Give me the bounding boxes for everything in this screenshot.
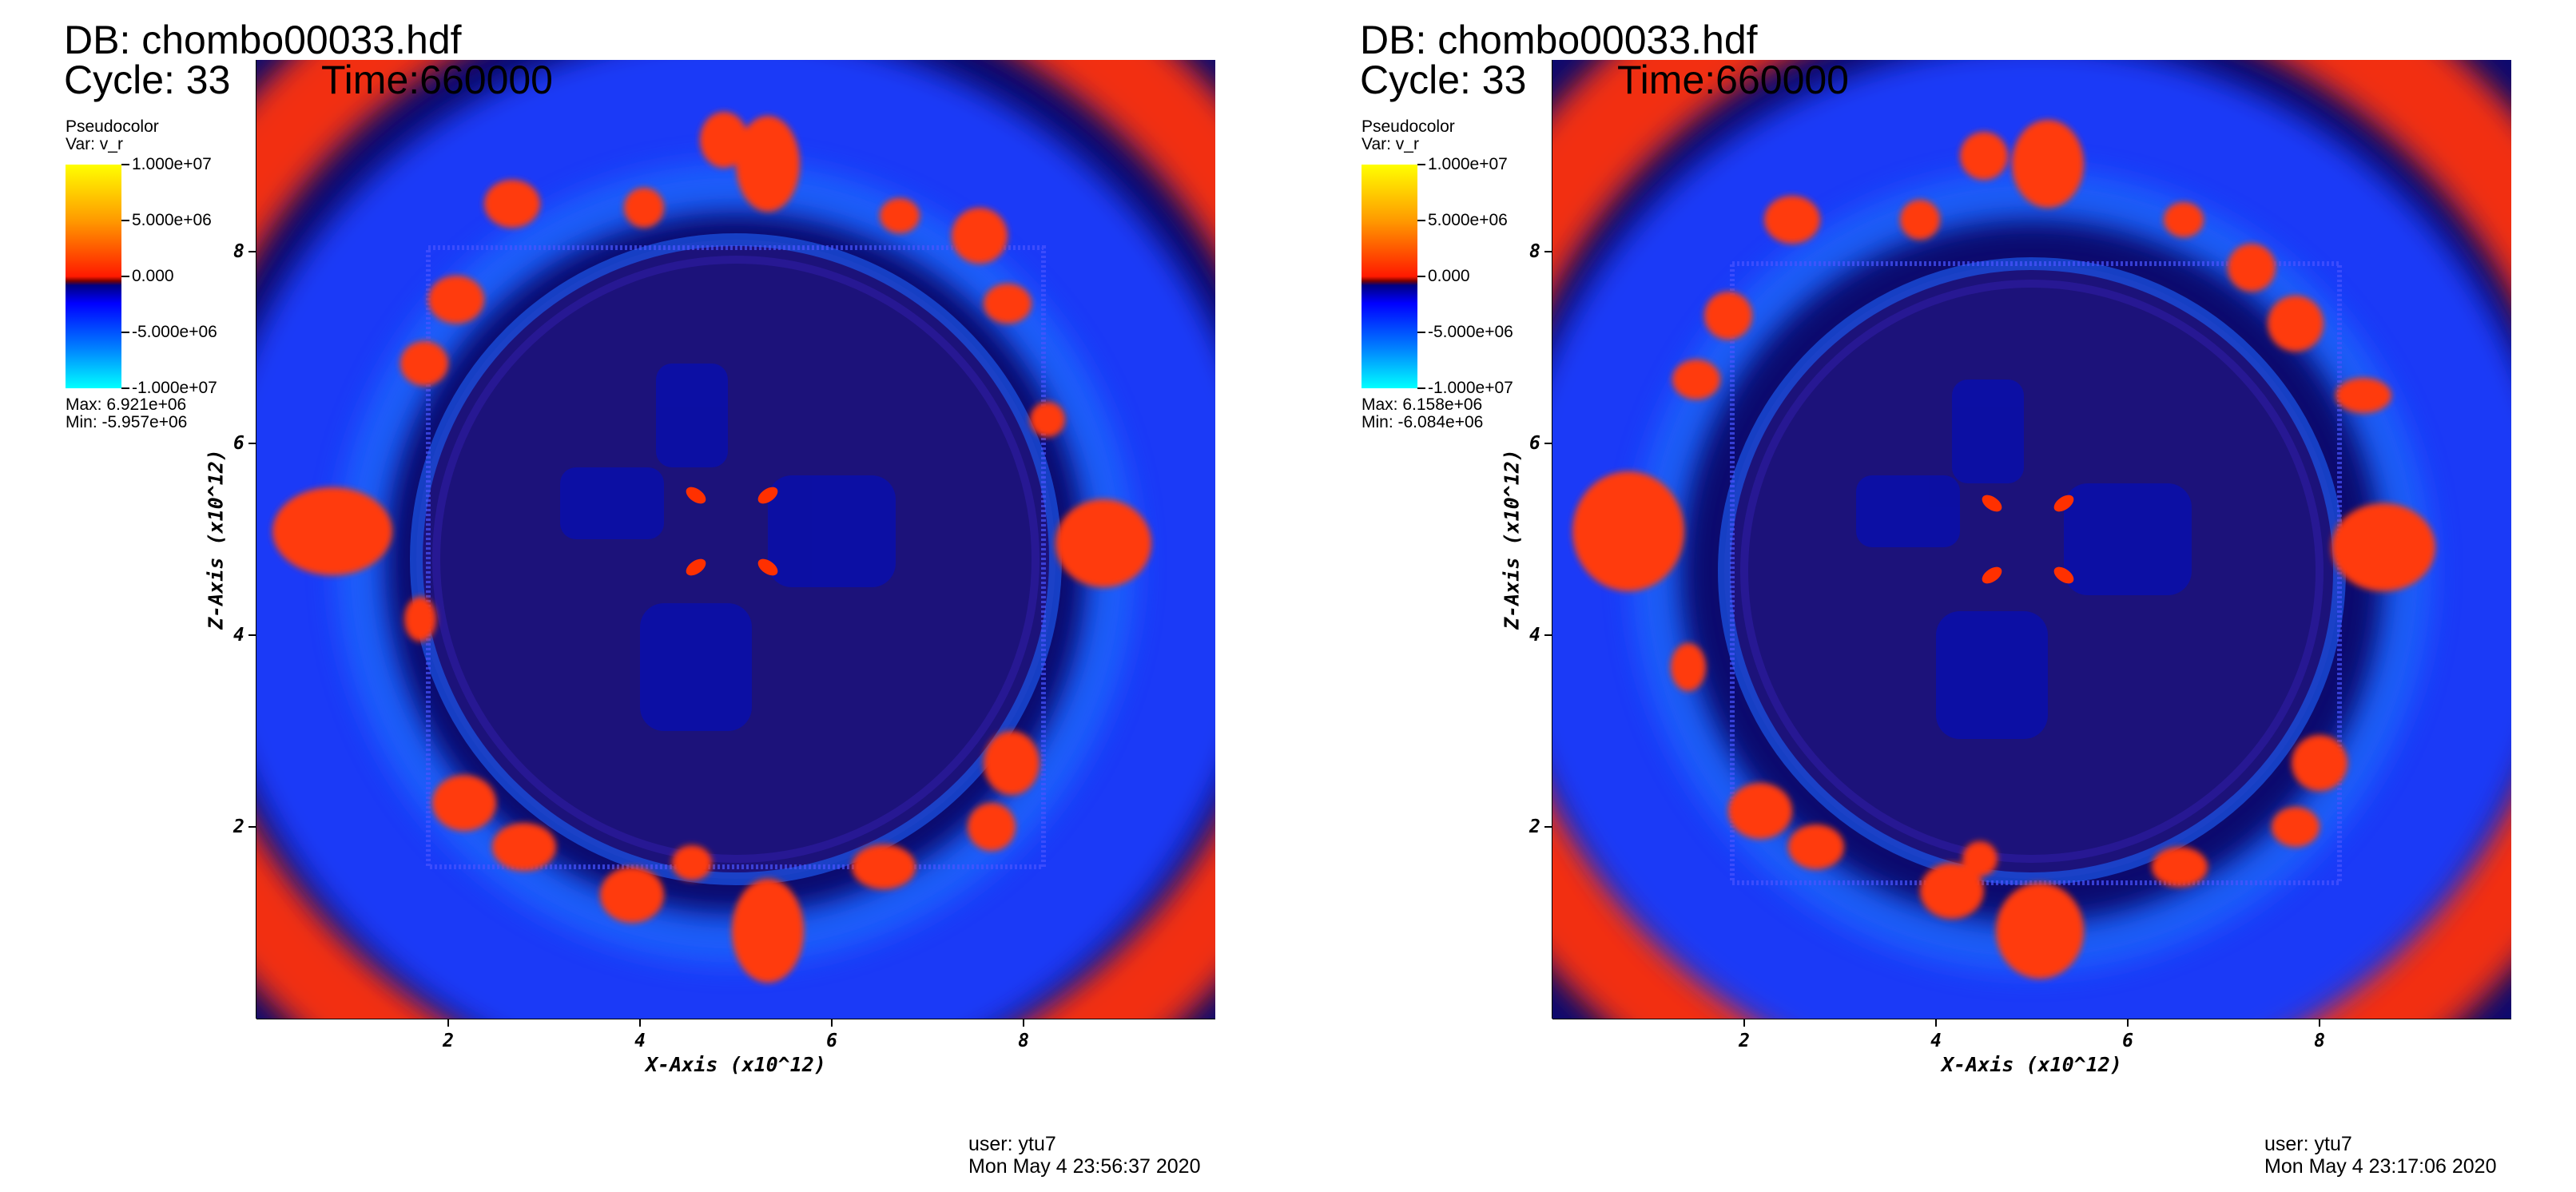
user-text: user: ytu7 — [968, 1133, 1056, 1155]
x-axis-label: X-Axis (x10^12) — [1942, 1053, 2122, 1076]
mesh-box — [426, 245, 1046, 869]
x-tick-label: 2 — [443, 1031, 454, 1051]
central-disk — [1724, 264, 2339, 879]
z-tick-label: 4 — [233, 625, 244, 646]
timestamp-text: Mon May 4 23:56:37 2020 — [968, 1155, 1201, 1178]
legend-tick: -5.000e+06 — [1417, 324, 1513, 341]
time-text: Time:660000 — [321, 58, 553, 102]
pseudocolor-plot[interactable] — [256, 60, 1215, 1019]
user-info: user: ytu7 Mon May 4 23:17:06 2020 — [2264, 1133, 2496, 1178]
core-red-flares — [1982, 495, 2074, 584]
z-axis-label: Z-Axis (x10^12) — [1500, 449, 1524, 630]
legend-tick: -5.000e+06 — [121, 324, 217, 341]
x-tick-label: 8 — [1018, 1031, 1029, 1051]
x-axis-ticks — [1552, 1019, 2511, 1027]
x-tick-label: 4 — [1930, 1031, 1942, 1051]
z-axis-label: Z-Axis (x10^12) — [204, 449, 228, 630]
colorbar-legend: Pseudocolor Var: v_r 1.000e+07 5.000e+06… — [1362, 118, 1553, 454]
legend-var: Var: v_r — [66, 135, 123, 153]
x-tick-label: 2 — [1739, 1031, 1750, 1051]
z-tick-label: 8 — [1529, 241, 1540, 262]
core-cross — [560, 364, 896, 731]
cycle-text: Cycle: 33 — [64, 58, 231, 102]
legend-tick: 1.000e+07 — [1417, 156, 1508, 173]
z-axis-ticks — [248, 60, 256, 1019]
blue-halo — [1552, 60, 2511, 1019]
z-axis-ticks — [1544, 60, 1552, 1019]
left-panel: DB: chombo00033.hdf — [64, 18, 1215, 1178]
z-tick-label: 2 — [1529, 817, 1540, 837]
plot-canvas — [256, 60, 1215, 1019]
plot-canvas — [1552, 60, 2511, 1019]
z-tick-label: 4 — [1529, 625, 1540, 646]
legend-min: Min: -5.957e+06 — [66, 413, 188, 431]
legend-max: Max: 6.158e+06 — [1362, 395, 1483, 414]
db-title: DB: chombo00033.hdf — [1360, 18, 1758, 62]
legend-tick: 1.000e+07 — [121, 156, 212, 173]
x-tick-label: 8 — [2314, 1031, 2325, 1051]
right-panel: DB: chombo00033.hdf — [1296, 0, 2576, 1192]
red-plumes — [1572, 120, 2435, 979]
pseudocolor-plot[interactable] — [1552, 60, 2511, 1019]
mesh-box — [1730, 261, 2342, 885]
colorbar-legend: Pseudocolor Var: v_r 1.000e+07 5.000e+06… — [66, 118, 257, 454]
legend-tick: 5.000e+06 — [1417, 212, 1508, 229]
core-red-flares — [686, 487, 778, 576]
z-tick-label: 6 — [233, 433, 244, 454]
legend-title: Pseudocolor — [66, 117, 159, 136]
central-disk — [416, 240, 1055, 879]
x-tick-label: 6 — [2122, 1031, 2133, 1051]
legend-tick: 0.000 — [1417, 268, 1470, 285]
cycle-text: Cycle: 33 — [1360, 58, 1527, 102]
legend-tick: -1.000e+07 — [1417, 379, 1513, 397]
red-plumes — [272, 112, 1151, 983]
legend-tick: 0.000 — [121, 268, 174, 285]
legend-tick: -1.000e+07 — [121, 379, 217, 397]
legend-var: Var: v_r — [1362, 135, 1419, 153]
user-text: user: ytu7 — [2264, 1133, 2352, 1155]
legend-max: Max: 6.921e+06 — [66, 395, 187, 414]
z-tick-label: 2 — [233, 817, 244, 837]
z-tick-label: 6 — [1529, 433, 1540, 454]
colorbar — [66, 165, 121, 388]
legend-min: Min: -6.084e+06 — [1362, 413, 1484, 431]
user-info: user: ytu7 Mon May 4 23:56:37 2020 — [968, 1133, 1200, 1178]
db-title: DB: chombo00033.hdf — [64, 18, 462, 62]
x-tick-label: 4 — [634, 1031, 646, 1051]
colorbar — [1362, 165, 1417, 388]
time-text: Time:660000 — [1617, 58, 1849, 102]
timestamp-text: Mon May 4 23:17:06 2020 — [2264, 1155, 2497, 1178]
x-axis-ticks — [256, 1019, 1215, 1027]
core-cross — [1856, 379, 2192, 739]
x-axis-label: X-Axis (x10^12) — [646, 1053, 826, 1076]
x-tick-label: 6 — [826, 1031, 837, 1051]
legend-tick: 5.000e+06 — [121, 212, 212, 229]
legend-title: Pseudocolor — [1362, 117, 1455, 136]
z-tick-label: 8 — [233, 241, 244, 262]
